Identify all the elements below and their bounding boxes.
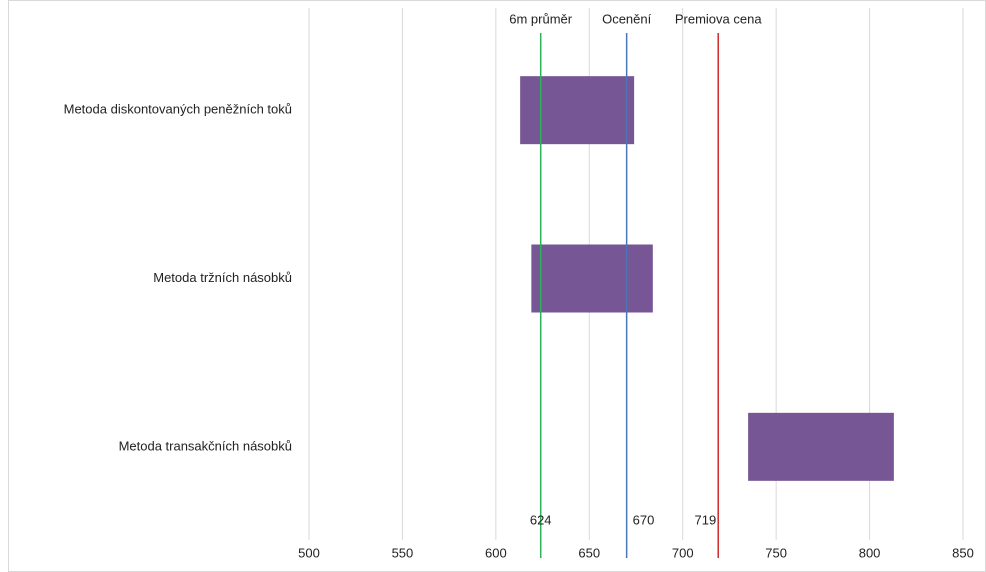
bar (520, 76, 635, 145)
y-tick-label: Metoda transakčních násobků (119, 438, 292, 453)
reference-line-value: 624 (530, 512, 552, 527)
reference-line-value: 719 (695, 512, 717, 527)
x-tick-label: 550 (392, 545, 414, 560)
chart-border (8, 0, 986, 572)
reference-line-name: Ocenění (602, 11, 652, 26)
x-tick-label: 850 (952, 545, 974, 560)
bar (748, 412, 894, 481)
x-tick-label: 750 (765, 545, 787, 560)
reference-line-name: Premiova cena (675, 11, 762, 26)
y-tick-label: Metoda diskontovaných peněžních toků (64, 102, 292, 117)
x-tick-label: 650 (578, 545, 600, 560)
x-tick-label: 600 (485, 545, 507, 560)
x-tick-label: 500 (298, 545, 320, 560)
y-tick-label: Metoda tržních násobků (153, 270, 292, 285)
bar (531, 244, 653, 313)
x-tick-label: 800 (859, 545, 881, 560)
reference-line-value: 670 (633, 512, 655, 527)
reference-line-name: 6m průměr (509, 11, 573, 26)
x-tick-label: 700 (672, 545, 694, 560)
